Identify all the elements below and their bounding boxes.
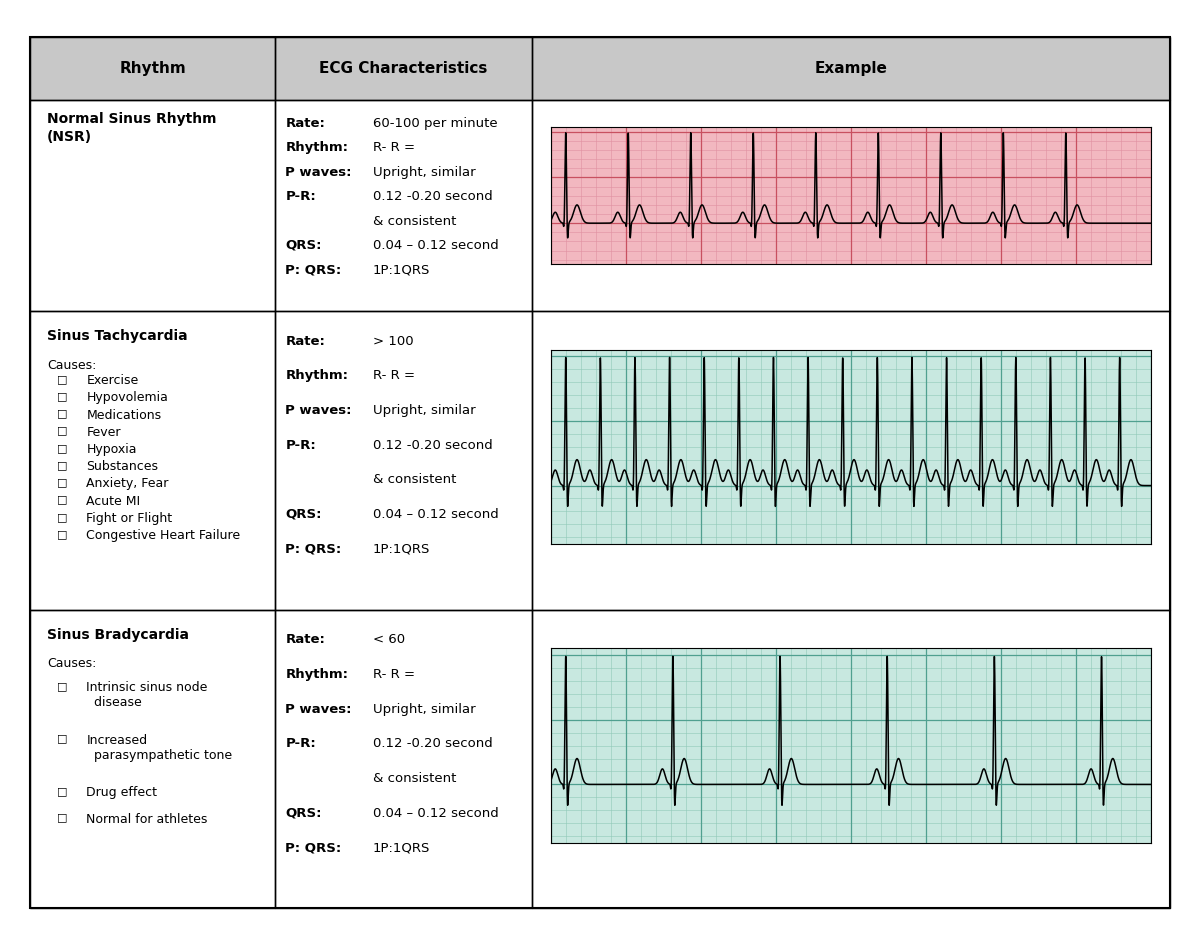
Text: 0.12 -0.20 second: 0.12 -0.20 second bbox=[372, 438, 492, 451]
Text: 0.12 -0.20 second: 0.12 -0.20 second bbox=[372, 738, 492, 751]
Text: □: □ bbox=[56, 443, 67, 453]
Text: 0.04 – 0.12 second: 0.04 – 0.12 second bbox=[372, 239, 498, 252]
Text: Upright, similar: Upright, similar bbox=[372, 404, 475, 417]
Text: Rate:: Rate: bbox=[286, 335, 325, 348]
Text: Intrinsic sinus node
  disease: Intrinsic sinus node disease bbox=[86, 681, 208, 709]
Text: Hypoxia: Hypoxia bbox=[86, 443, 137, 456]
Text: P-R:: P-R: bbox=[286, 738, 316, 751]
Text: Upright, similar: Upright, similar bbox=[372, 703, 475, 716]
Text: Increased
  parasympathetic tone: Increased parasympathetic tone bbox=[86, 733, 233, 762]
Text: < 60: < 60 bbox=[372, 633, 404, 646]
Text: P waves:: P waves: bbox=[286, 404, 352, 417]
Text: Rhythm:: Rhythm: bbox=[286, 369, 348, 382]
Text: R- R =: R- R = bbox=[372, 369, 414, 382]
Text: P waves:: P waves: bbox=[286, 166, 352, 179]
Text: Sinus Tachycardia: Sinus Tachycardia bbox=[47, 329, 187, 343]
Text: □: □ bbox=[56, 409, 67, 418]
Text: Example: Example bbox=[815, 61, 887, 76]
Text: Acute MI: Acute MI bbox=[86, 495, 140, 508]
Text: □: □ bbox=[56, 512, 67, 522]
Text: Rhythm:: Rhythm: bbox=[286, 668, 348, 681]
Text: Drug effect: Drug effect bbox=[86, 786, 157, 799]
Text: □: □ bbox=[56, 529, 67, 540]
Text: Fever: Fever bbox=[86, 425, 121, 438]
Text: Fight or Flight: Fight or Flight bbox=[86, 512, 173, 525]
Text: Substances: Substances bbox=[86, 460, 158, 474]
Text: & consistent: & consistent bbox=[372, 772, 456, 785]
Text: Anxiety, Fear: Anxiety, Fear bbox=[86, 477, 169, 490]
Text: □: □ bbox=[56, 681, 67, 691]
Text: Causes:: Causes: bbox=[47, 657, 96, 670]
Text: > 100: > 100 bbox=[372, 335, 413, 348]
Text: & consistent: & consistent bbox=[372, 474, 456, 487]
Text: Rate:: Rate: bbox=[286, 117, 325, 130]
Text: R- R =: R- R = bbox=[372, 668, 414, 681]
Text: 60-100 per minute: 60-100 per minute bbox=[372, 117, 497, 130]
Text: P: QRS:: P: QRS: bbox=[286, 542, 342, 555]
Text: □: □ bbox=[56, 786, 67, 796]
Text: Rate:: Rate: bbox=[286, 633, 325, 646]
Text: 0.04 – 0.12 second: 0.04 – 0.12 second bbox=[372, 508, 498, 521]
Text: Congestive Heart Failure: Congestive Heart Failure bbox=[86, 529, 240, 542]
Text: □: □ bbox=[56, 425, 67, 436]
Text: Causes:: Causes: bbox=[47, 359, 96, 372]
Text: Rhythm: Rhythm bbox=[119, 61, 186, 76]
Text: Upright, similar: Upright, similar bbox=[372, 166, 475, 179]
Text: QRS:: QRS: bbox=[286, 239, 322, 252]
Text: 0.12 -0.20 second: 0.12 -0.20 second bbox=[372, 190, 492, 203]
Text: Medications: Medications bbox=[86, 409, 162, 422]
Text: □: □ bbox=[56, 813, 67, 822]
Text: Exercise: Exercise bbox=[86, 374, 139, 387]
Text: P-R:: P-R: bbox=[286, 190, 316, 203]
Text: □: □ bbox=[56, 391, 67, 401]
Text: □: □ bbox=[56, 495, 67, 504]
Text: 0.04 – 0.12 second: 0.04 – 0.12 second bbox=[372, 806, 498, 819]
Text: P: QRS:: P: QRS: bbox=[286, 842, 342, 855]
Text: □: □ bbox=[56, 477, 67, 488]
Text: 1P:1QRS: 1P:1QRS bbox=[372, 263, 430, 276]
Text: Normal for athletes: Normal for athletes bbox=[86, 813, 208, 826]
Text: & consistent: & consistent bbox=[372, 214, 456, 227]
Text: QRS:: QRS: bbox=[286, 508, 322, 521]
Text: P-R:: P-R: bbox=[286, 438, 316, 451]
Text: Rhythm:: Rhythm: bbox=[286, 141, 348, 154]
Text: Hypovolemia: Hypovolemia bbox=[86, 391, 168, 404]
Text: □: □ bbox=[56, 733, 67, 743]
Text: □: □ bbox=[56, 374, 67, 384]
Text: P waves:: P waves: bbox=[286, 703, 352, 716]
Text: Normal Sinus Rhythm
(NSR): Normal Sinus Rhythm (NSR) bbox=[47, 112, 217, 144]
Text: R- R =: R- R = bbox=[372, 141, 414, 154]
Text: ECG Characteristics: ECG Characteristics bbox=[319, 61, 487, 76]
Text: P: QRS:: P: QRS: bbox=[286, 263, 342, 276]
Text: □: □ bbox=[56, 460, 67, 470]
Text: QRS:: QRS: bbox=[286, 806, 322, 819]
Text: 1P:1QRS: 1P:1QRS bbox=[372, 842, 430, 855]
Text: 1P:1QRS: 1P:1QRS bbox=[372, 542, 430, 555]
Text: Sinus Bradycardia: Sinus Bradycardia bbox=[47, 628, 190, 641]
